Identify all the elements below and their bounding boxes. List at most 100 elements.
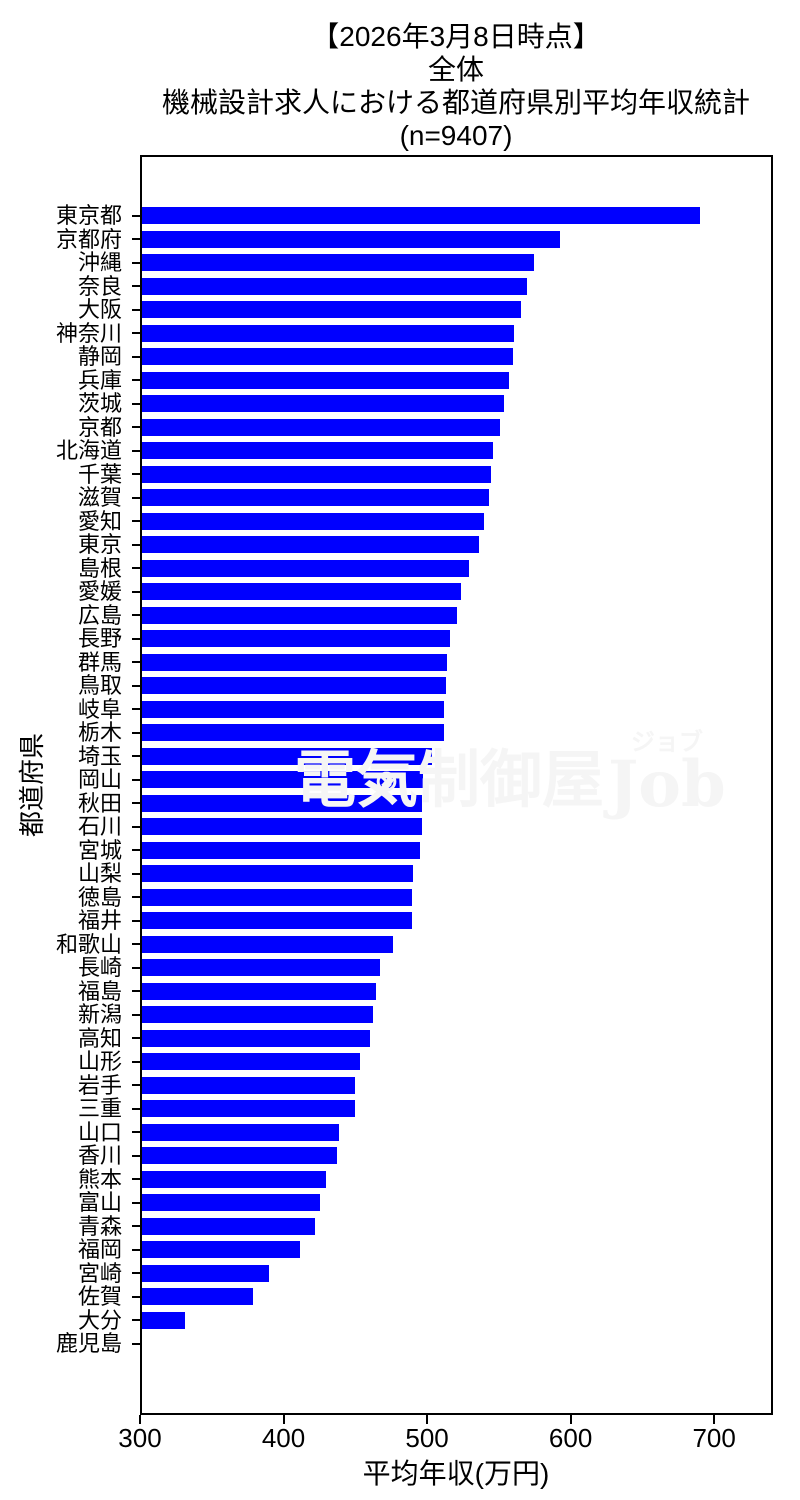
bar [142, 677, 446, 695]
category-label: 熊本 [77, 1166, 122, 1192]
x-tick-label: 400 [261, 1423, 306, 1453]
y-tick-mark [132, 825, 140, 828]
y-tick-mark [132, 1154, 140, 1157]
y-tick-mark [132, 1248, 140, 1251]
y-tick-mark [132, 261, 140, 264]
y-tick-mark [132, 1178, 140, 1181]
x-axis-label: 平均年収(万円) [362, 1458, 550, 1489]
chart-title-line-main: 機械設計求人における都道府県別平均年収統計 [161, 87, 750, 118]
y-tick-mark [132, 684, 140, 687]
y-tick-mark [132, 308, 140, 311]
category-label: 京都府 [55, 226, 122, 252]
bar [142, 700, 445, 718]
bar [142, 348, 513, 366]
bar [142, 1123, 339, 1141]
category-label: 神奈川 [55, 320, 122, 346]
y-tick-mark [132, 919, 140, 922]
bar [142, 1100, 355, 1118]
bar [142, 724, 445, 742]
category-label: 静岡 [77, 344, 122, 369]
x-tick-mark [426, 1415, 429, 1424]
bar [142, 653, 448, 671]
bar [142, 395, 505, 413]
bar [142, 771, 423, 789]
bar [142, 559, 469, 577]
y-tick-mark [132, 778, 140, 781]
y-tick-mark [132, 966, 140, 969]
y-tick-mark [132, 379, 140, 382]
bar [142, 935, 394, 953]
bar [142, 254, 535, 272]
category-label: 福井 [77, 908, 122, 933]
y-tick-mark [132, 872, 140, 875]
category-label: 山梨 [77, 861, 122, 886]
bar [142, 1311, 185, 1329]
category-label: 宮城 [77, 837, 122, 863]
bar [142, 1194, 321, 1212]
y-tick-mark [132, 590, 140, 593]
bar [142, 277, 528, 295]
y-tick-mark [132, 214, 140, 217]
category-label: 和歌山 [55, 931, 122, 957]
y-tick-mark [132, 402, 140, 405]
y-tick-mark [132, 332, 140, 335]
bar [142, 512, 485, 530]
category-label: 山口 [77, 1119, 122, 1145]
y-tick-mark [132, 614, 140, 617]
bar [142, 912, 412, 930]
y-tick-mark [132, 731, 140, 734]
bar [142, 606, 458, 624]
category-label: 佐賀 [77, 1284, 122, 1309]
bar [142, 1241, 301, 1259]
category-label: 島根 [77, 555, 122, 581]
bar [142, 583, 462, 601]
x-tick-label: 300 [118, 1423, 162, 1453]
bar [142, 418, 500, 436]
category-label: 東京 [77, 532, 122, 557]
bar [142, 959, 381, 977]
bar [142, 301, 522, 319]
y-tick-mark [132, 943, 140, 946]
category-label: 山形 [77, 1049, 122, 1074]
x-tick-mark [282, 1415, 285, 1424]
y-tick-mark [132, 1013, 140, 1016]
x-tick-mark [139, 1415, 141, 1424]
y-tick-mark [132, 1131, 140, 1134]
category-label: 滋賀 [77, 485, 122, 510]
bar [142, 489, 489, 507]
y-tick-mark [132, 1295, 140, 1298]
category-label: 宮崎 [77, 1260, 122, 1286]
y-tick-mark [132, 637, 140, 640]
bar [142, 442, 493, 460]
y-tick-mark [132, 1272, 140, 1275]
category-label: 青森 [77, 1213, 122, 1239]
bar [142, 865, 413, 883]
category-label: 石川 [77, 814, 122, 839]
y-tick-mark [132, 567, 140, 570]
y-tick-mark [132, 473, 140, 476]
bar [142, 1288, 254, 1306]
bar [142, 747, 432, 765]
y-tick-mark [132, 496, 140, 499]
category-label: 茨城 [77, 391, 122, 416]
bar [142, 1147, 338, 1165]
x-tick-label: 500 [405, 1423, 449, 1453]
bar [142, 207, 700, 225]
y-tick-mark [132, 238, 140, 241]
category-label: 兵庫 [77, 367, 122, 393]
category-label: 京都 [77, 414, 122, 440]
y-tick-mark [132, 849, 140, 852]
category-label: 奈良 [77, 273, 122, 299]
category-label: 大分 [77, 1307, 122, 1333]
chart-title-line-scope: 全体 [427, 54, 484, 85]
category-label: 沖縄 [77, 250, 122, 275]
category-label: 岡山 [77, 767, 122, 792]
bar [142, 794, 422, 812]
chart-title-line-date: 【2026年3月8日時点】 [311, 21, 601, 52]
x-tick-label: 600 [548, 1423, 593, 1453]
bar [142, 1264, 269, 1282]
bar [142, 888, 412, 906]
bar [142, 841, 421, 859]
category-label: 新潟 [77, 1002, 122, 1027]
